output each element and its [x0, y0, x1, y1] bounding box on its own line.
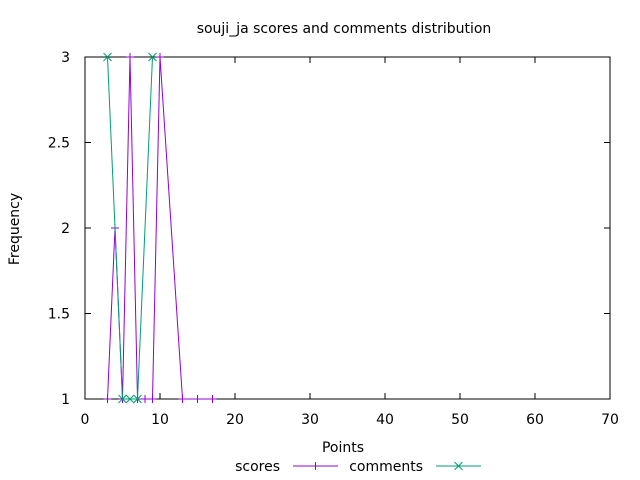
legend-marker-comments — [454, 461, 463, 471]
data-point-comments — [148, 52, 157, 62]
data-point-comments — [103, 52, 112, 62]
x-tick-label: 70 — [601, 412, 619, 428]
data-point-scores — [178, 395, 187, 403]
x-tick-label: 20 — [226, 412, 244, 428]
legend-label-comments: comments — [349, 459, 423, 475]
legend: scores comments — [235, 459, 481, 475]
x-tick-label: 40 — [376, 412, 394, 428]
legend-label-scores: scores — [235, 459, 280, 475]
x-tick-label: 10 — [151, 412, 169, 428]
data-point-comments — [133, 394, 142, 404]
y-tick-label: 1 — [61, 392, 70, 408]
y-axis-label: Frequency — [7, 193, 23, 265]
data-point-scores — [141, 395, 149, 403]
data-point-scores — [208, 395, 217, 403]
data-point-scores — [148, 395, 157, 403]
series-layer — [103, 52, 217, 404]
y-tick-label: 3 — [61, 50, 70, 66]
y-tick-label: 2 — [61, 221, 70, 237]
x-tick-label: 30 — [301, 412, 319, 428]
data-point-scores — [126, 53, 134, 61]
x-tick-label: 50 — [451, 412, 469, 428]
data-point-scores — [156, 53, 164, 61]
tick-labels: 0 10 20 30 40 50 60 70 1 1.5 2 2.5 3 — [48, 50, 619, 428]
series-line-scores — [107, 56, 213, 400]
x-tick-label: 60 — [526, 412, 544, 428]
y-tick-label: 1.5 — [48, 307, 70, 323]
data-point-scores — [103, 395, 112, 403]
y-tick-label: 2.5 — [48, 136, 70, 152]
data-point-scores — [193, 395, 202, 403]
data-point-comments — [125, 394, 135, 404]
series-comments — [103, 52, 157, 404]
x-tick-label: 0 — [81, 412, 90, 428]
x-axis-label: Points — [322, 440, 364, 456]
data-point-comments — [118, 394, 127, 404]
chart-title: souji_ja scores and comments distributio… — [197, 21, 492, 37]
legend-marker-scores — [311, 462, 320, 470]
